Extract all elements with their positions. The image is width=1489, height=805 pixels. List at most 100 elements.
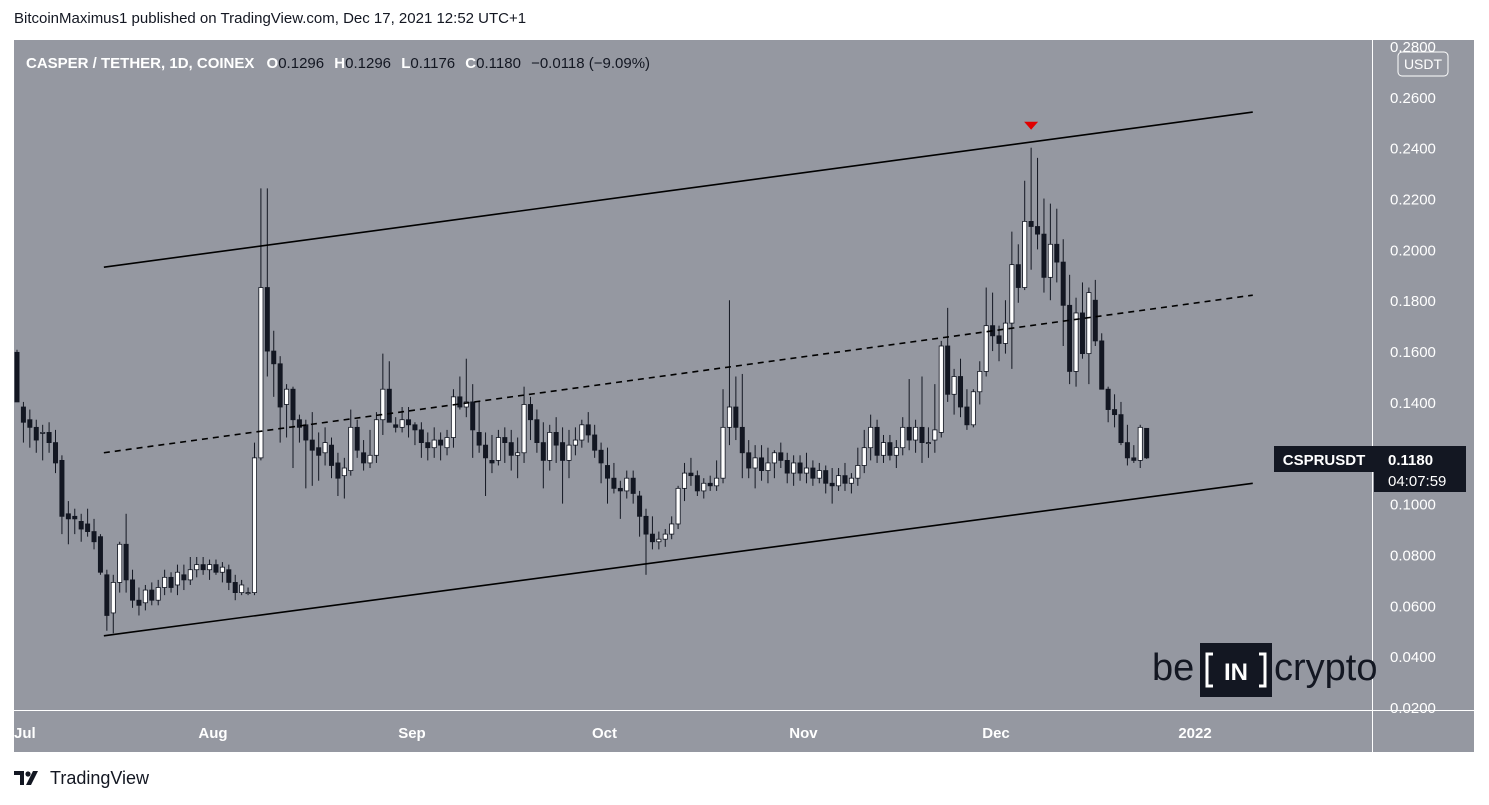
candle-up — [669, 523, 675, 535]
candle-down — [53, 442, 59, 464]
candle-up — [450, 396, 456, 438]
candle-up — [1002, 322, 1008, 344]
candle-up — [938, 345, 944, 433]
candle-up — [714, 477, 720, 487]
candle-down — [123, 543, 129, 581]
candle-up — [868, 426, 874, 449]
candle-up — [893, 447, 899, 456]
candle-down — [527, 404, 533, 421]
currency-badge[interactable]: USDT — [1404, 56, 1443, 72]
candle-down — [335, 462, 341, 479]
candle-down — [483, 444, 489, 459]
candle-down — [996, 335, 1002, 344]
candle-up — [174, 571, 180, 586]
price-tag-value: 0.1180 — [1388, 452, 1433, 469]
candle-up — [495, 437, 501, 461]
candle-down — [470, 401, 476, 431]
price-tick-label: 0.2600 — [1390, 90, 1436, 107]
candle-up — [258, 287, 264, 459]
candle-down — [85, 523, 91, 532]
candle-up — [1022, 221, 1028, 288]
candle-down — [1067, 304, 1073, 372]
footer-brand[interactable]: TradingView — [50, 767, 150, 788]
candle-down — [226, 569, 232, 583]
candle-up — [245, 592, 251, 594]
candle-down — [887, 442, 893, 456]
watermark-crypto: crypto — [1274, 647, 1377, 689]
candle-down — [1124, 442, 1130, 459]
candle-down — [1041, 233, 1047, 278]
legend-change: −0.0118 (−9.09%) — [531, 55, 650, 72]
chart-container[interactable]: 0.2800 0.2600 0.2400 0.2200 0.2000 0.1800 0.16… — [14, 40, 1474, 752]
candle-up — [251, 457, 257, 593]
candle-down — [560, 442, 566, 461]
candle-up — [791, 462, 797, 474]
legend-low-key: L — [401, 55, 410, 72]
currency-badge-box[interactable] — [1397, 51, 1449, 77]
channel-upper-line[interactable] — [103, 111, 1253, 268]
candle-up — [970, 391, 976, 426]
candle-up — [547, 432, 553, 461]
candle-down — [457, 396, 463, 408]
candle-up — [675, 487, 681, 525]
candle-down — [264, 287, 270, 352]
candle-up — [444, 437, 450, 449]
candle-up — [855, 465, 861, 479]
plot-background — [14, 40, 1372, 710]
candle-up — [701, 482, 707, 492]
watermark-bracket-icon — [1205, 652, 1267, 688]
candle-down — [1054, 243, 1060, 263]
candle-up — [1009, 264, 1015, 324]
candle-down — [605, 465, 611, 479]
candle-up — [341, 467, 347, 477]
candle-up — [284, 388, 290, 405]
candle-up — [624, 477, 630, 492]
candle-up — [771, 452, 777, 464]
price-tick-label: 0.2200 — [1390, 192, 1436, 209]
candle-up — [656, 538, 662, 543]
candle-down — [27, 419, 33, 428]
candle-down — [649, 533, 655, 543]
candle-up — [1047, 243, 1053, 278]
candle-down — [14, 351, 20, 403]
candle-up — [977, 371, 983, 393]
candle-down — [585, 424, 591, 436]
footer[interactable]: TradingView — [14, 766, 149, 790]
candle-down — [688, 472, 694, 477]
candle-down — [425, 442, 431, 449]
candle-up — [40, 432, 46, 434]
candle-down — [919, 426, 925, 444]
price-tick-label: 0.1000 — [1390, 497, 1436, 514]
tradingview-logo-icon — [14, 771, 38, 785]
candle-down — [232, 582, 238, 593]
candle-down — [784, 459, 790, 474]
channel-lower-line[interactable] — [103, 482, 1253, 637]
candle-down — [540, 442, 546, 461]
candle-up — [399, 419, 405, 428]
candle-down — [20, 406, 26, 423]
candle-up — [239, 584, 245, 593]
candle-up — [848, 477, 854, 484]
top-marker-triangle-icon — [1024, 121, 1039, 130]
candle-up — [816, 470, 822, 479]
candle-up — [900, 426, 906, 449]
time-tick-label: Dec — [982, 725, 1010, 742]
price-tick-label: 0.0400 — [1390, 649, 1436, 666]
candle-down — [412, 424, 418, 431]
candle-up — [463, 401, 469, 408]
candle-down — [91, 531, 97, 543]
candle-down — [637, 495, 643, 517]
candle-down — [136, 599, 142, 606]
marker-group — [1024, 121, 1039, 130]
candle-up — [925, 442, 931, 445]
candle-down — [707, 482, 713, 487]
price-tick-label: 0.1800 — [1390, 293, 1436, 310]
candle-up — [983, 325, 989, 372]
time-tick-label: Oct — [592, 725, 617, 742]
candle-down — [303, 424, 309, 441]
legend-close-value: 0.1180 — [476, 55, 521, 72]
chart-svg[interactable]: 0.28000.26000.24000.22000.20000.18000.16… — [14, 40, 1474, 752]
candle-down — [1144, 427, 1150, 459]
candle-down — [130, 579, 136, 601]
candle-up — [726, 406, 732, 428]
